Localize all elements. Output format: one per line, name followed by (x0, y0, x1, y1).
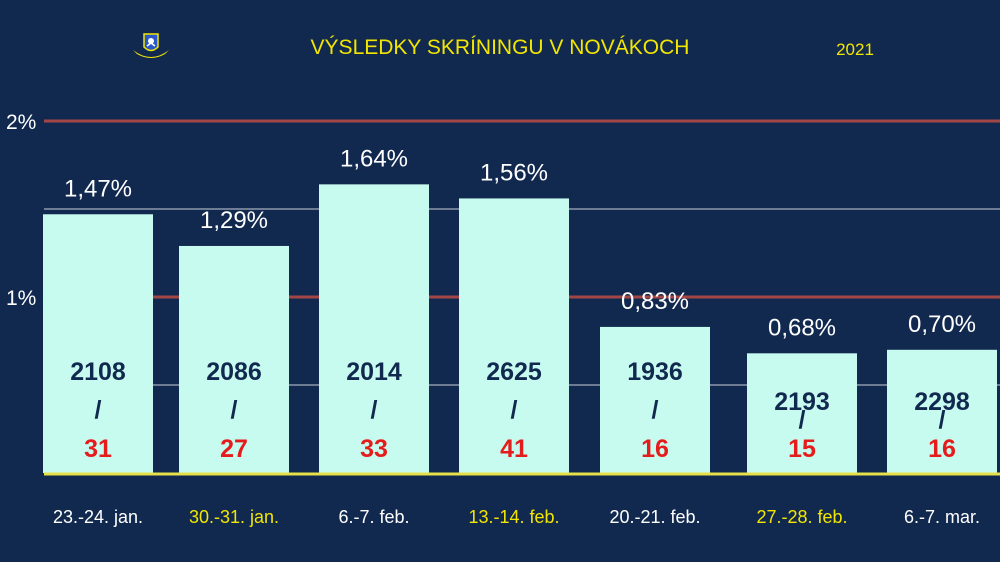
page-title: VÝSLEDKY SKRÍNINGU V NOVÁKOCH (310, 36, 690, 59)
separator-label: / (95, 396, 102, 424)
positive-count-label: 15 (788, 435, 816, 463)
y-tick-label: 1% (6, 287, 36, 310)
bar (43, 214, 153, 473)
bar (747, 353, 857, 473)
x-category-label: 13.-14. feb. (468, 507, 559, 527)
bar (459, 198, 569, 473)
tested-count-label: 2108 (70, 358, 126, 386)
bar-percentage-label: 1,56% (480, 159, 548, 186)
positive-count-label: 33 (360, 435, 388, 463)
bar-percentage-label: 1,29% (200, 207, 268, 234)
positive-count-label: 27 (220, 435, 248, 463)
bar-percentage-label: 1,47% (64, 175, 132, 202)
bar-percentage-label: 0,83% (621, 288, 689, 315)
separator-label: / (371, 396, 378, 424)
x-category-label: 6.-7. mar. (904, 507, 980, 527)
tested-count-label: 1936 (627, 358, 683, 386)
separator-label: / (799, 406, 806, 434)
year-label: 2021 (836, 40, 874, 59)
separator-label: / (652, 396, 659, 424)
bar-percentage-label: 1,64% (340, 145, 408, 172)
y-tick-label: 2% (6, 111, 36, 134)
separator-label: / (939, 406, 946, 434)
positive-count-label: 31 (84, 435, 112, 463)
tested-count-label: 2086 (206, 358, 262, 386)
x-category-label: 27.-28. feb. (756, 507, 847, 527)
tested-count-label: 2014 (346, 358, 402, 386)
bar (887, 349, 997, 473)
x-category-label: 6.-7. feb. (338, 507, 409, 527)
tested-count-label: 2298 (914, 388, 970, 416)
separator-label: / (511, 396, 518, 424)
positive-count-label: 41 (500, 435, 528, 463)
x-category-label: 23.-24. jan. (53, 507, 143, 527)
tested-count-label: 2625 (486, 358, 542, 386)
bar-percentage-label: 0,70% (908, 311, 976, 338)
separator-label: / (231, 396, 238, 424)
coat-of-arms-icon (131, 30, 171, 62)
positive-count-label: 16 (641, 435, 669, 463)
tested-count-label: 2193 (774, 388, 830, 416)
positive-count-label: 16 (928, 435, 956, 463)
bar-percentage-label: 0,68% (768, 314, 836, 341)
x-category-label: 30.-31. jan. (189, 507, 279, 527)
bar (179, 245, 289, 473)
bar (600, 326, 710, 473)
bar (319, 184, 429, 474)
x-category-label: 20.-21. feb. (609, 507, 700, 527)
